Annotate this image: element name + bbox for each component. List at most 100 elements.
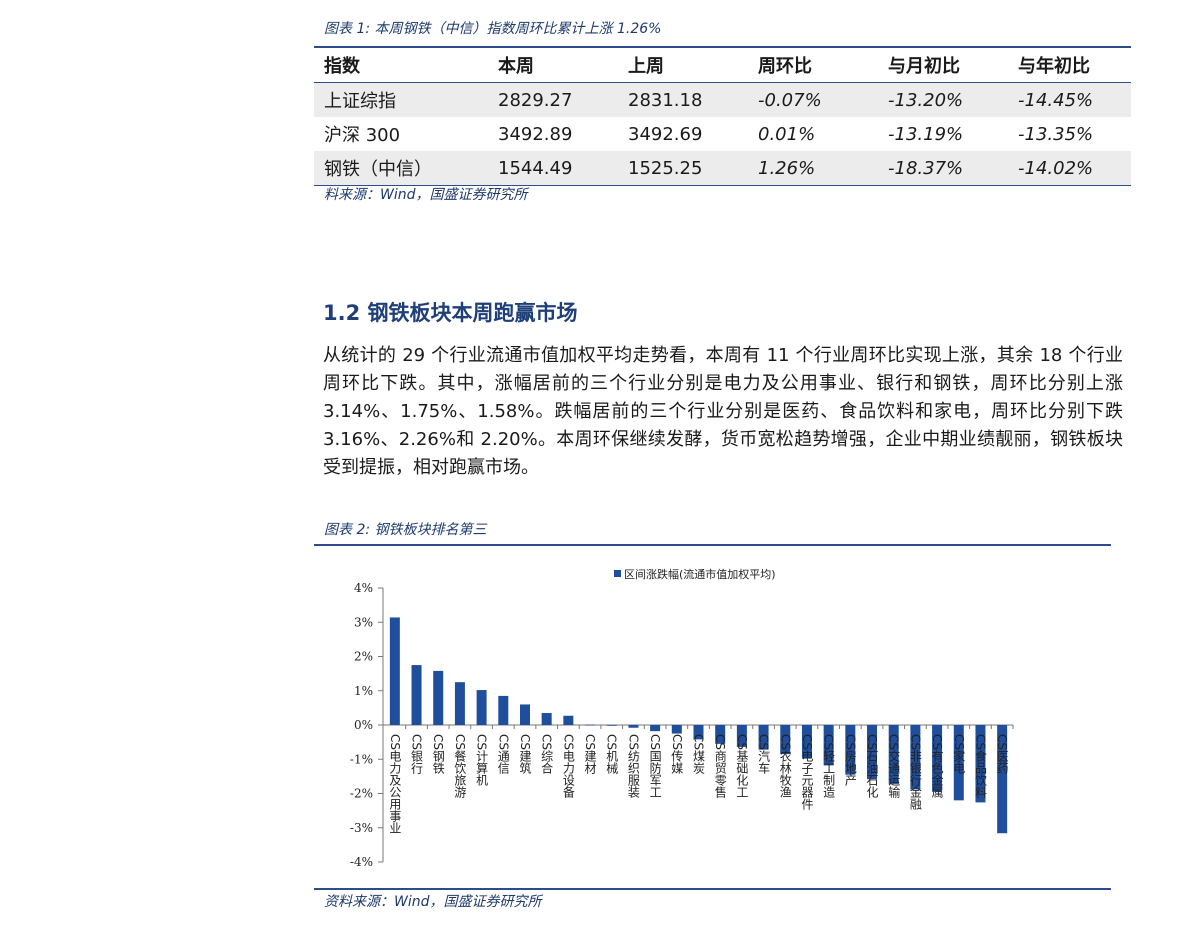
bar	[780, 725, 791, 755]
x-tick-label: CS基础化工	[735, 734, 749, 798]
x-tick-label: CS有色金属	[930, 734, 944, 799]
index-table: 指数 本周 上周 周环比 与月初比 与年初比 上证综指 2829.27 2831…	[314, 46, 1131, 186]
x-tick-label: CS家电	[952, 734, 966, 774]
y-tick-label: -2%	[350, 787, 373, 801]
industry-returns-chart: 4% 3% 2% 1% 0% -1% -2% -3% -4% 区间涨跌幅(流通市值加权平均) CS电…	[350, 567, 1014, 869]
bar	[541, 713, 552, 725]
x-tick-label: CS纺织服装	[626, 734, 640, 799]
x-tick-label: CS银行	[410, 734, 424, 774]
x-tick-label: CS机械	[605, 734, 619, 774]
x-tick-label: CS传媒	[670, 734, 684, 774]
cell-value: 1525.25	[618, 151, 748, 186]
cell-value: 3492.89	[498, 123, 573, 145]
x-tick-label: CS综合	[540, 734, 554, 774]
x-tick-label: CS国防军工	[648, 734, 662, 798]
x-tick-label: CS轻工制造	[822, 734, 836, 798]
cell-value: 2831.18	[618, 82, 748, 117]
cell-value: 1544.49	[488, 151, 618, 186]
y-tick-label: 4%	[354, 581, 373, 595]
chart-caption: 图表 2: 钢铁板块排名第三	[324, 522, 487, 538]
table-row: 上证综指 2829.27 2831.18 -0.07% -13.20% -14.…	[314, 82, 1131, 117]
x-tick-label: CS通信	[496, 734, 510, 775]
header-last-week: 上周	[618, 46, 748, 83]
x-tick-label: CS建筑	[518, 734, 532, 774]
x-tick-label: CS钢铁	[431, 734, 445, 774]
bar	[715, 725, 726, 744]
header-vs-year-start: 与年初比	[1008, 46, 1131, 83]
bar	[953, 725, 964, 801]
x-tick-label: CS非银行金融	[908, 734, 922, 811]
cell-value: 3492.69	[628, 123, 703, 145]
body-paragraph: 从统计的 29 个行业流通市值加权平均走势看，本周有 11 个行业周环比实现上涨…	[323, 345, 1123, 478]
y-tick-label: 0%	[354, 718, 373, 732]
bar	[498, 695, 509, 725]
bar	[519, 704, 530, 725]
x-tick-label: CS电力及公用事业	[388, 734, 402, 834]
cell-pct: -13.35%	[1018, 123, 1094, 145]
table-row: 钢铁（中信） 1544.49 1525.25 1.26% -18.37% -14…	[314, 151, 1131, 186]
cell-pct: 0.01%	[758, 123, 816, 145]
y-tick-label: 2%	[354, 650, 373, 664]
table-header-row: 指数 本周 上周 周环比 与月初比 与年初比	[314, 46, 1131, 83]
x-tick-label: CS医药	[995, 734, 1009, 774]
x-tick-label: CS商贸零售	[713, 734, 727, 798]
bar	[975, 725, 986, 803]
legend-swatch	[614, 570, 621, 577]
x-tick-label: CS房地产	[843, 734, 857, 787]
bar	[585, 724, 596, 726]
header-wow: 周环比	[748, 46, 878, 83]
cell-name: 钢铁（中信）	[314, 151, 488, 186]
cell-pct: -13.20%	[878, 82, 1008, 117]
section-title: 1.2 钢铁板块本周跑赢市场	[323, 301, 578, 325]
x-tick-label: CS建材	[583, 734, 597, 774]
bar	[411, 665, 422, 725]
header-index: 指数	[314, 46, 488, 83]
cell-pct: -13.19%	[888, 123, 964, 145]
bar	[801, 725, 812, 759]
y-tick-label: -1%	[350, 752, 373, 766]
x-tick-label: CS石油石化	[865, 734, 879, 799]
header-vs-month-start: 与月初比	[878, 46, 1008, 83]
x-tick-label: CS汽车	[757, 734, 771, 775]
y-tick-label: -3%	[350, 821, 373, 835]
chart-bottom-rule	[314, 888, 1111, 890]
cell-pct: -0.07%	[748, 82, 878, 117]
x-tick-label: CS餐饮旅游	[453, 734, 467, 798]
x-tick-label: CS农林牧渔	[778, 734, 792, 798]
bar	[671, 725, 682, 734]
bar	[606, 725, 617, 726]
x-tick-label: CS食品饮料	[973, 734, 987, 798]
table-row: 沪深 300 3492.89 3492.69 0.01% -13.19% -13…	[314, 117, 1131, 151]
header-this-week: 本周	[488, 46, 618, 83]
cell-pct: -14.02%	[1008, 151, 1131, 186]
bar	[563, 715, 574, 725]
bar	[628, 725, 639, 728]
cell-pct: 1.26%	[748, 151, 878, 186]
cell-pct: -14.45%	[1008, 82, 1131, 117]
cell-name: 沪深 300	[324, 125, 401, 146]
y-tick-label: 3%	[354, 615, 373, 629]
bar	[454, 682, 465, 725]
chart-top-rule	[314, 544, 1111, 546]
bar	[845, 725, 856, 775]
x-tick-label: CS交通运输	[887, 734, 901, 799]
cell-pct: -18.37%	[878, 151, 1008, 186]
x-tick-label: CS煤炭	[692, 734, 706, 775]
legend-label: 区间涨跌幅(流通市值加权平均)	[624, 567, 776, 581]
bar	[389, 617, 400, 725]
bar	[476, 690, 487, 725]
bar	[693, 725, 704, 740]
chart-source: 资料来源：Wind，国盛证券研究所	[324, 894, 542, 910]
y-tick-label: 1%	[354, 684, 373, 698]
bar	[736, 725, 747, 747]
x-tick-label: CS电子元器件	[800, 734, 814, 810]
bar	[433, 670, 444, 725]
bar	[997, 725, 1008, 834]
y-tick-label: -4%	[350, 855, 373, 869]
bar	[650, 725, 661, 732]
x-tick-label: CS电力设备	[561, 734, 575, 799]
bar	[867, 725, 878, 780]
bar	[910, 725, 921, 790]
bar	[888, 725, 899, 784]
table-source: 料来源：Wind，国盛证券研究所	[324, 187, 528, 203]
